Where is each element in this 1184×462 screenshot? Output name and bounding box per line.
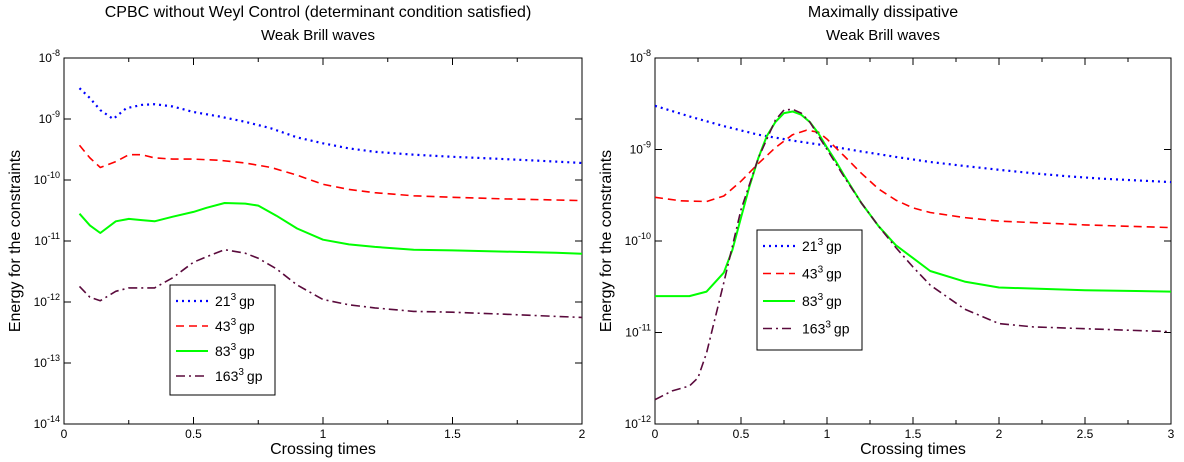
chart-title: Maximally dissipative	[808, 4, 958, 21]
y-tick-label: 10-12	[34, 292, 60, 309]
series-line-21	[78, 87, 582, 165]
y-tick-label: 10-10	[625, 231, 651, 248]
series-line-43	[655, 129, 1171, 229]
y-tick-label: 10-8	[630, 48, 651, 65]
legend: 213 gp 433 gp 833 gp 1633 gp	[756, 229, 863, 351]
series-line-21	[655, 104, 1171, 184]
legend-box	[756, 229, 863, 351]
y-tick-label: 10-11	[625, 323, 651, 340]
chart-1: CPBC without Weyl Control (determinant c…	[7, 4, 586, 458]
legend-box	[169, 284, 276, 396]
series-line-83	[78, 202, 582, 255]
x-tick-label: 1	[320, 427, 327, 441]
plot-frame	[63, 57, 583, 425]
series-line-163	[655, 108, 1171, 401]
y-tick-label: 10-9	[630, 140, 651, 157]
series-line-43	[78, 144, 582, 202]
legend: 213 gp 433 gp 833 gp 1633 gp	[169, 284, 276, 396]
x-tick-label: 1.5	[905, 427, 922, 441]
x-tick-label: 1	[824, 427, 831, 441]
y-tick-label: 10-8	[39, 48, 60, 65]
chart-subtitle: Weak Brill waves	[826, 27, 940, 44]
legend-label-43: 433 gp	[802, 265, 842, 282]
x-axis-label: Crossing times	[270, 441, 376, 458]
x-tick-label: 2	[996, 427, 1003, 441]
x-tick-label: 2	[579, 427, 586, 441]
y-tick-label: 10-9	[39, 109, 60, 126]
y-tick-label: 10-10	[34, 170, 60, 187]
x-tick-label: 0.5	[185, 427, 202, 441]
chart-2: Maximally dissipative Weak Brill waves 0 0.…	[598, 4, 1175, 458]
series-line-163	[78, 248, 582, 319]
chart-subtitle: Weak Brill waves	[261, 27, 375, 44]
x-tick-label: 2.5	[1077, 427, 1094, 441]
y-tick-label: 10-13	[34, 353, 60, 370]
x-tick-label: 1.5	[444, 427, 461, 441]
series-line-83	[655, 110, 1171, 298]
legend-label-21: 213 gp	[802, 237, 842, 254]
y-axis-label: Energy for the constraints	[598, 150, 615, 332]
x-tick-label: 0.5	[733, 427, 750, 441]
legend-label-83: 833 gp	[802, 292, 842, 309]
y-tick-label: 10-12	[625, 414, 651, 431]
legend-label-43: 433 gp	[215, 317, 255, 334]
y-tick-label: 10-14	[34, 414, 60, 431]
x-tick-label: 3	[1168, 427, 1175, 441]
y-axis-label: Energy for the constraints	[7, 150, 24, 332]
x-axis-label: Crossing times	[860, 441, 966, 458]
chart-title: CPBC without Weyl Control (determinant c…	[105, 4, 532, 21]
y-tick-label: 10-11	[34, 231, 60, 248]
legend-label-21: 213 gp	[215, 292, 255, 309]
x-tick-label: 0	[652, 427, 659, 441]
plot-frame	[654, 57, 1172, 425]
legend-label-83: 833 gp	[215, 342, 255, 359]
x-tick-label: 0	[61, 427, 68, 441]
legend-label-163: 1633 gp	[215, 367, 263, 384]
legend-label-163: 1633 gp	[802, 320, 850, 337]
